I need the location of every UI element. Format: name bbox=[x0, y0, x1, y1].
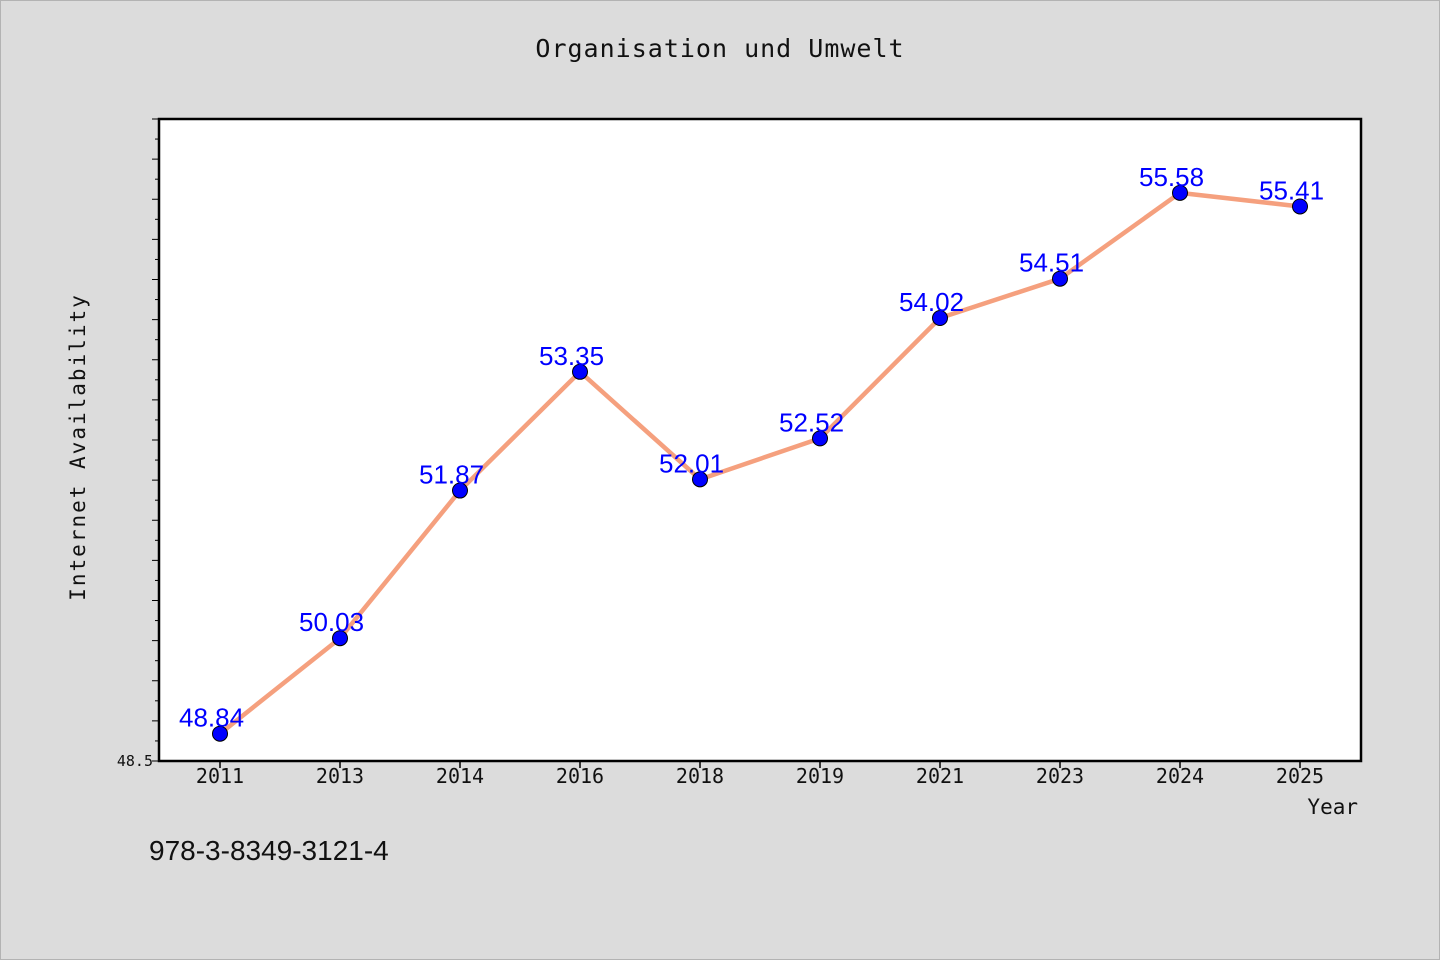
x-tick-label: 2019 bbox=[796, 764, 844, 788]
x-tick-label: 2024 bbox=[1156, 764, 1204, 788]
data-label: 52.52 bbox=[779, 407, 844, 437]
plot-area bbox=[159, 119, 1361, 761]
x-tick-label: 2011 bbox=[196, 764, 244, 788]
x-tick-label: 2016 bbox=[556, 764, 604, 788]
x-tick-label: 2013 bbox=[316, 764, 364, 788]
data-point bbox=[1052, 270, 1068, 287]
x-tick-label: 2023 bbox=[1036, 764, 1084, 788]
data-point bbox=[452, 482, 468, 499]
chart-title: Organisation und Umwelt bbox=[535, 34, 905, 63]
data-point bbox=[332, 630, 348, 647]
data-point bbox=[932, 310, 948, 327]
footer-code: 978-3-8349-3121-4 bbox=[149, 835, 389, 866]
data-point bbox=[212, 725, 228, 742]
data-label: 53.35 bbox=[539, 341, 604, 371]
data-point bbox=[812, 430, 828, 447]
data-point bbox=[692, 471, 708, 488]
data-label: 51.87 bbox=[419, 460, 484, 490]
data-point bbox=[1292, 198, 1308, 215]
data-label: 55.41 bbox=[1259, 175, 1324, 205]
x-tick-label: 2014 bbox=[436, 764, 484, 788]
x-tick-label: 2025 bbox=[1276, 764, 1324, 788]
data-label: 54.02 bbox=[899, 287, 964, 317]
x-tick-label: 2018 bbox=[676, 764, 724, 788]
y-tick-label: 48.5 bbox=[117, 752, 153, 770]
x-axis-label: Year bbox=[1307, 795, 1358, 819]
data-label: 52.01 bbox=[659, 448, 724, 478]
data-label: 55.58 bbox=[1139, 162, 1204, 192]
data-label: 48.84 bbox=[179, 703, 244, 733]
data-point bbox=[572, 363, 588, 380]
x-tick-label: 2021 bbox=[916, 764, 964, 788]
series-line bbox=[217, 190, 1303, 736]
data-label: 54.51 bbox=[1019, 248, 1084, 278]
data-label: 50.03 bbox=[299, 607, 364, 637]
data-point bbox=[1172, 184, 1188, 201]
